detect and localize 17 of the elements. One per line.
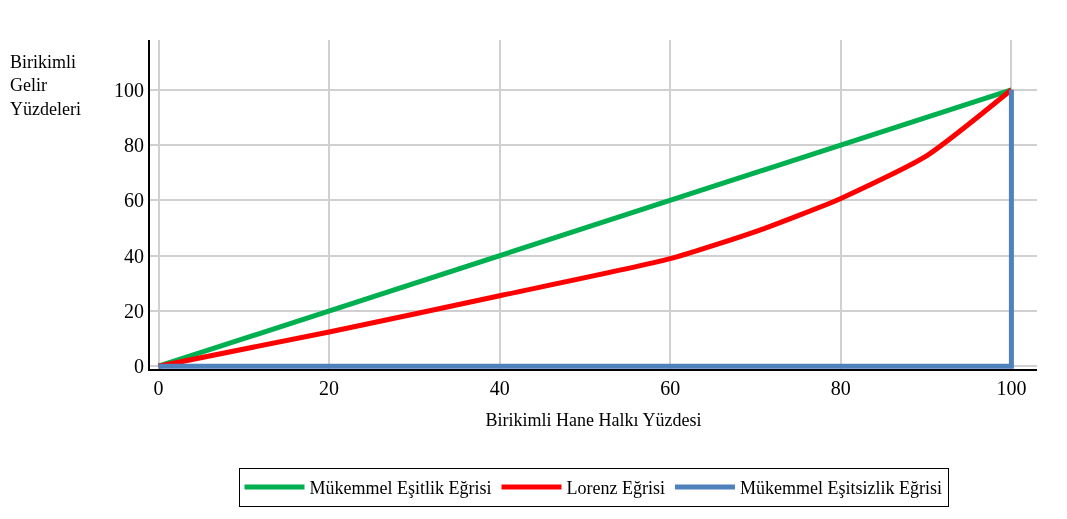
y-tick-label: 60 [124, 189, 144, 212]
legend-label: Mükemmel Eşitsizlik Eğrisi [739, 477, 942, 498]
y-tick-label: 20 [124, 299, 144, 322]
legend-label: Mükemmel Eşitlik Eğrisi [309, 477, 492, 498]
y-tick-label: 40 [124, 244, 144, 267]
x-tick-label: 100 [996, 377, 1027, 399]
legend-label: Lorenz Eğrisi [566, 477, 665, 498]
y-tick-label: 0 [134, 355, 144, 378]
y-axis-title: Birikimli Gelir Yüzdeleri [10, 52, 81, 119]
x-tick-label: 20 [319, 377, 340, 399]
x-tick-label: 80 [830, 377, 851, 399]
x-tick-label: 40 [489, 377, 510, 399]
x-tick-label: 0 [153, 377, 164, 399]
x-tick-label: 60 [660, 377, 681, 399]
y-tick-label: 100 [114, 78, 144, 101]
y-tick-label: 80 [124, 134, 144, 157]
x-axis-title: Birikimli Hane Halkı Yüzdesi [485, 409, 702, 430]
